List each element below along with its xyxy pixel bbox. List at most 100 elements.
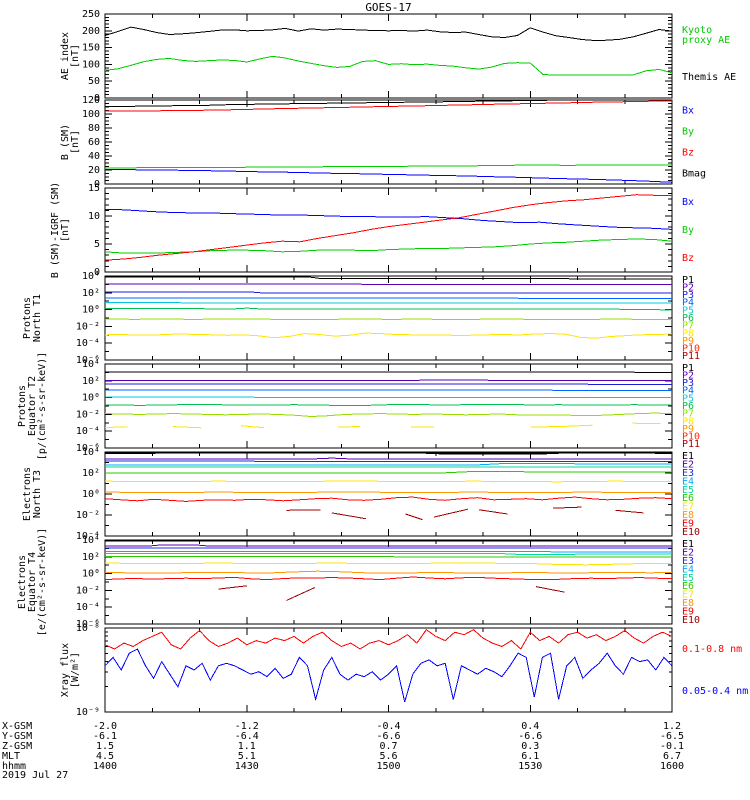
series-protons-equator-t2-P1 — [105, 371, 672, 373]
panel-ylabel: [nT] — [60, 218, 71, 242]
series-electrons-equator-t4-E9 — [105, 576, 672, 581]
panel-protons-equator-t2: 10⁻⁶ 10⁻⁴ 10⁻² 10⁰ 10² 10⁴ Protons Equator T2 [p… — [17, 352, 700, 460]
legend-ae-index-proxy AE: proxy AE — [682, 35, 730, 46]
legend-b-sm-Bmag: Bmag — [682, 169, 706, 180]
legend-protons-north-t1-P9: P9 — [682, 336, 694, 347]
panel-ylabel: [e/(cm²-s-sr-keV)] — [37, 528, 48, 636]
axis-row-Y-GSM-value: -6.4 — [235, 731, 259, 742]
panel-ylabel: [nT] — [70, 44, 81, 68]
panel-ticks — [104, 99, 673, 185]
panel-b-sm-igrf: 0 5 10 15 B (SM)-IGRF (SM) [nT] Bx By Bz — [50, 182, 694, 278]
series-b-sm-igrf-by — [105, 238, 672, 254]
panel-frame — [104, 539, 673, 625]
legend-protons-north-t1-P2: P2 — [682, 282, 694, 293]
axis-row-X-GSM-value: -2.0 — [93, 721, 117, 732]
series-protons-north-t1-P2 — [105, 283, 672, 286]
series-electrons-north-t3-E2 — [105, 457, 672, 460]
series-protons-north-t1-P7 — [105, 318, 672, 321]
legend-protons-north-t1-P6: P6 — [682, 313, 694, 324]
axis-row-Y-GSM-value: -6.5 — [660, 731, 684, 742]
panel-ylabel: AE index — [60, 32, 71, 80]
svg-text:10⁰: 10⁰ — [82, 489, 100, 500]
axis-row-MLT-value: 6.7 — [663, 751, 681, 762]
series-b-sm-igrf-bx — [105, 208, 672, 230]
series-electrons-north-t3-E9 — [105, 496, 672, 502]
axis-row-Y-GSM-value: -6.6 — [518, 731, 542, 742]
panel-ytick-labels: 0 50 100 150 200 250 — [82, 9, 100, 104]
series-electrons-north-t3-E8 — [105, 491, 672, 494]
legend-electrons-equator-t4-E6: E6 — [682, 581, 694, 592]
series-xray-flux-xray-short — [105, 648, 672, 703]
legend-ae-index-Kyoto: Kyoto — [682, 25, 712, 36]
panel-ylabel: Xray flux — [60, 643, 71, 697]
panel-ticks — [104, 539, 673, 625]
svg-text:10⁰: 10⁰ — [82, 393, 100, 404]
panel-ticks — [104, 627, 673, 713]
axis-row-Y-GSM-value: -6.1 — [93, 731, 117, 742]
svg-text:10⁰: 10⁰ — [82, 305, 100, 316]
panel-ylabel: Equator T4 — [27, 552, 38, 612]
axis-row-Z-GSM-value: 1.5 — [96, 741, 114, 752]
panel-ytick-labels: 0 20 40 60 80 100 120 — [82, 95, 100, 190]
panel-ylabel: [nT] — [70, 130, 81, 154]
legend-electrons-equator-t4-E2: E2 — [682, 548, 694, 559]
panel-ytick-labels: 0 5 10 15 — [88, 183, 100, 278]
svg-text:10⁻⁶: 10⁻⁶ — [76, 355, 100, 366]
legend-protons-north-t1-P1: P1 — [682, 275, 694, 286]
axis-row-X-GSM-value: 1.2 — [663, 721, 681, 732]
svg-text:10²: 10² — [82, 376, 100, 387]
series-b-sm-igrf-bz — [105, 194, 672, 261]
svg-text:10: 10 — [88, 211, 100, 222]
svg-text:10⁴: 10⁴ — [82, 535, 100, 546]
legend-b-sm-By: By — [682, 127, 694, 138]
svg-text:10⁴: 10⁴ — [82, 359, 100, 370]
legend-b-sm-igrf-Bz: Bz — [682, 253, 694, 264]
svg-text:50: 50 — [88, 76, 100, 87]
axis-row-Z-GSM-value: -0.1 — [660, 741, 684, 752]
legend-electrons-north-t3-E8: E8 — [682, 510, 694, 521]
svg-text:20: 20 — [88, 165, 100, 176]
svg-text:10⁻²: 10⁻² — [76, 321, 100, 332]
legend-b-sm-Bx: Bx — [682, 106, 694, 117]
axis-row-hhmm-value: 1530 — [518, 761, 542, 772]
legend-protons-equator-t2-P2: P2 — [682, 370, 694, 381]
legend-electrons-equator-t4-E8: E8 — [682, 598, 694, 609]
series-electrons-equator-t4-E10 — [218, 585, 565, 601]
legend-protons-equator-t2-P4: P4 — [682, 386, 694, 397]
svg-text:100: 100 — [82, 59, 100, 70]
svg-text:10⁻²: 10⁻² — [76, 409, 100, 420]
legend-b-sm-Bz: Bz — [682, 148, 694, 159]
panel-ylabel: North T1 — [32, 294, 43, 342]
legend-b-sm-igrf-By: By — [682, 225, 694, 236]
series-protons-north-t1-P4 — [105, 297, 672, 300]
legend-protons-north-t1-P3: P3 — [682, 290, 694, 301]
svg-text:10⁻⁴: 10⁻⁴ — [76, 531, 100, 542]
svg-text:10⁴: 10⁴ — [82, 271, 100, 282]
panel-ticks — [104, 275, 673, 361]
legend-electrons-equator-t4-E3: E3 — [682, 556, 694, 567]
panel-ticks — [104, 13, 673, 99]
series-ae-index-kyoto-proxy-ae — [105, 55, 672, 76]
legend-electrons-north-t3-E3: E3 — [682, 468, 694, 479]
panel-ylabel: Electrons — [17, 555, 28, 609]
series-xray-flux-xray-long — [105, 629, 672, 650]
legend-electrons-equator-t4-E10: E10 — [682, 615, 700, 626]
svg-text:80: 80 — [88, 123, 100, 134]
legend-electrons-equator-t4-E1: E1 — [682, 539, 694, 550]
svg-text:60: 60 — [88, 137, 100, 148]
legend-protons-equator-t2-P5: P5 — [682, 393, 694, 404]
svg-text:10⁰: 10⁰ — [82, 569, 100, 580]
legend-electrons-equator-t4-E4: E4 — [682, 564, 694, 575]
panel-xray-flux: 10⁻⁹ 10⁻⁸ Xray flux [W/m²] 0.1-0.8 nm 0.05-0.… — [60, 623, 748, 718]
series-protons-north-t1-P3 — [105, 291, 672, 294]
axis-row-Y-GSM-value: -6.6 — [376, 731, 400, 742]
series-electrons-north-t3-E7 — [105, 480, 672, 483]
legend-ae-index-Themis AE: Themis AE — [682, 72, 736, 83]
series-protons-equator-t2-P8 — [105, 422, 661, 429]
svg-text:0: 0 — [94, 93, 100, 104]
legend-protons-north-t1-P8: P8 — [682, 328, 694, 339]
svg-text:10²: 10² — [82, 468, 100, 479]
series-electrons-equator-t4-E2 — [105, 544, 672, 547]
legend-electrons-north-t3-E4: E4 — [682, 476, 694, 487]
